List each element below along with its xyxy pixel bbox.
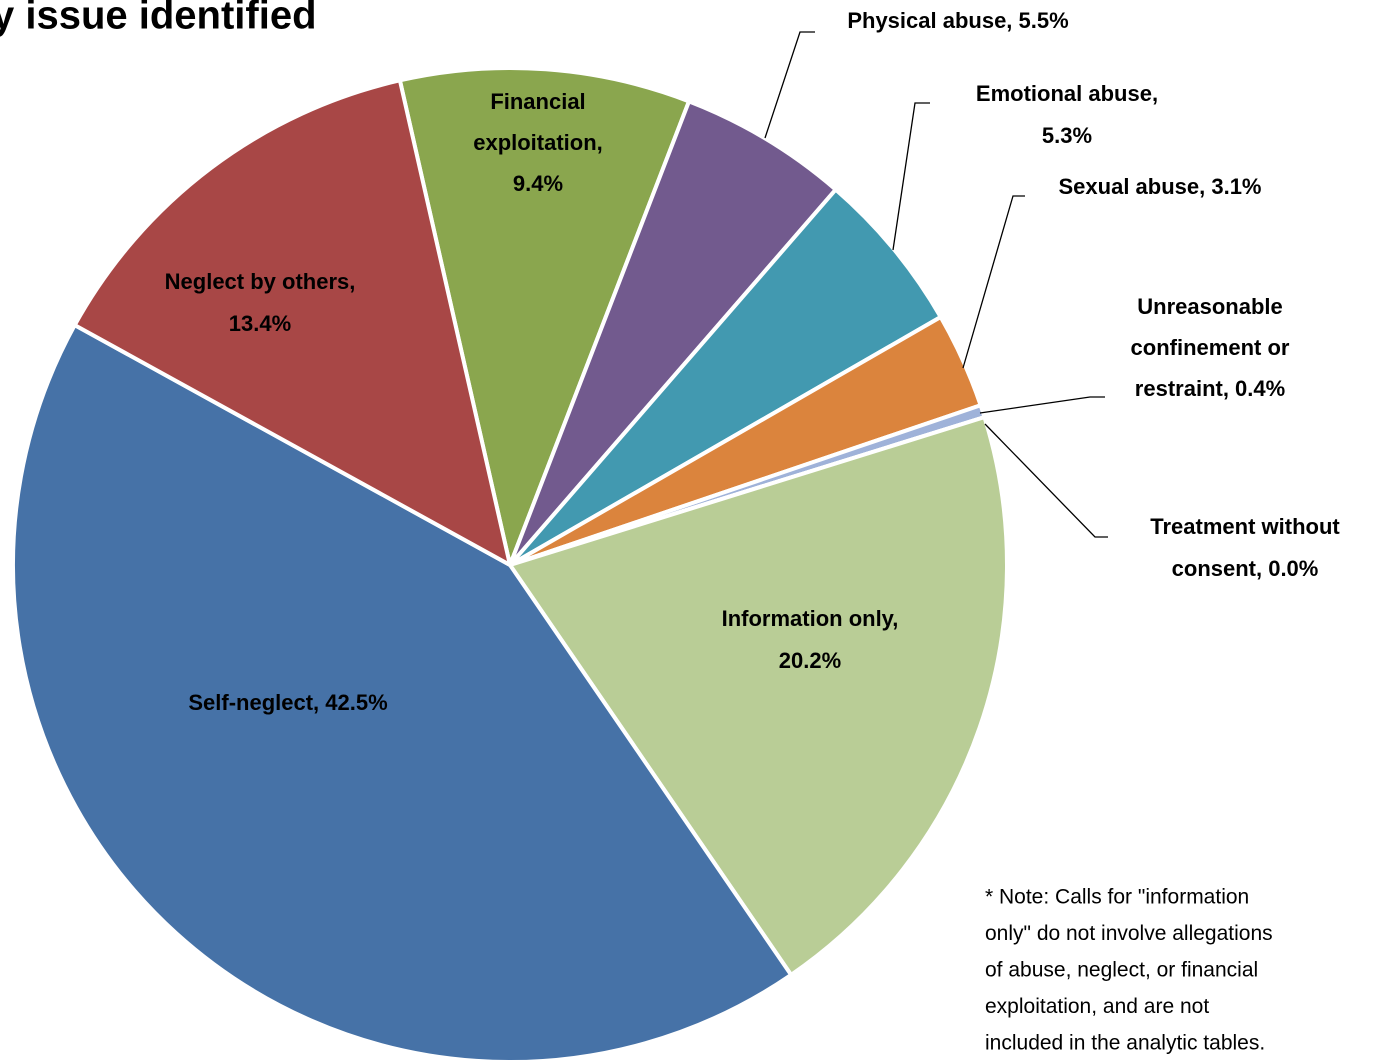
data-label: Information only, bbox=[722, 606, 899, 631]
note: only" do not involve allegations bbox=[985, 922, 1273, 945]
data-label: 5.3% bbox=[1042, 123, 1092, 148]
data-label: consent, 0.0% bbox=[1172, 556, 1319, 581]
leader-line bbox=[764, 31, 815, 139]
data-label: Treatment without bbox=[1150, 514, 1340, 539]
data-label: Self-neglect, 42.5% bbox=[188, 690, 387, 715]
data-label: 9.4% bbox=[513, 171, 563, 196]
pie-slice bbox=[506, 414, 1009, 978]
data-label: exploitation, bbox=[473, 130, 603, 155]
pie-slice bbox=[11, 322, 794, 1061]
pie-slice bbox=[72, 77, 513, 569]
data-label: 13.4% bbox=[229, 311, 291, 336]
data-label: 20.2% bbox=[779, 648, 841, 673]
data-label: Neglect by others, bbox=[165, 269, 356, 294]
leader-line bbox=[892, 102, 930, 251]
note: included in the analytic tables. bbox=[985, 1032, 1265, 1055]
leader-line bbox=[962, 195, 1025, 369]
data-label: Unreasonable bbox=[1137, 294, 1283, 319]
pie-slice bbox=[397, 66, 692, 572]
data-label: Sexual abuse, 3.1% bbox=[1059, 174, 1262, 199]
data-label: Financial bbox=[490, 89, 585, 114]
note: * Note: Calls for "information bbox=[985, 886, 1249, 909]
data-label: Physical abuse, 5.5% bbox=[847, 8, 1068, 33]
note: exploitation, and are not bbox=[985, 995, 1209, 1018]
chart-title: y issue identified bbox=[0, 0, 317, 38]
data-label: restraint, 0.4% bbox=[1135, 376, 1285, 401]
leader-line bbox=[979, 396, 1105, 414]
note: of abuse, neglect, or financial bbox=[985, 959, 1258, 982]
data-label: confinement or bbox=[1131, 335, 1290, 360]
leader-line bbox=[984, 423, 1108, 538]
pie-slice bbox=[508, 98, 839, 567]
data-label: Emotional abuse, bbox=[976, 81, 1158, 106]
